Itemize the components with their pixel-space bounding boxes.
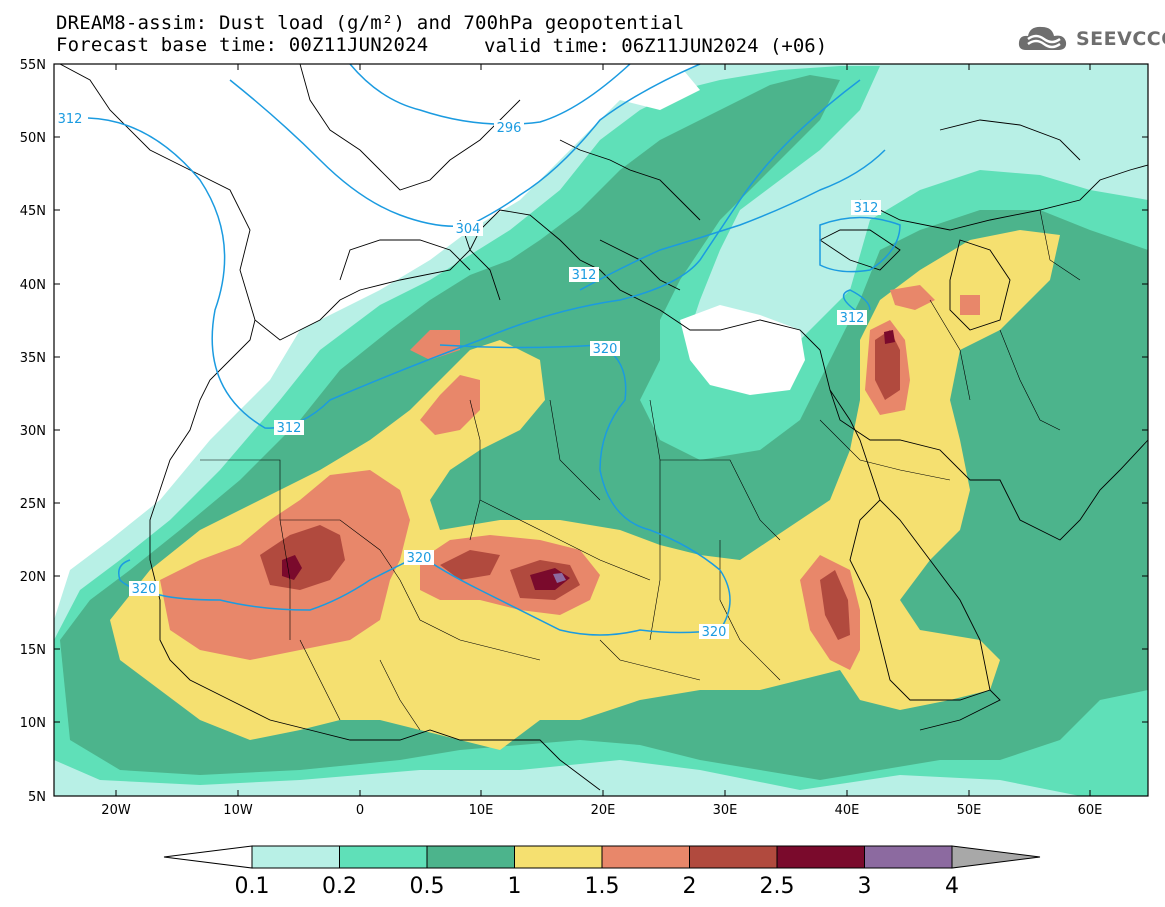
lon-label: 20W (101, 803, 131, 818)
forecast-base-time: Forecast base time: 00Z11JUN2024 (56, 34, 429, 56)
lat-label: 50N (20, 131, 46, 146)
colorbar-segment (251, 845, 340, 869)
seevccc-logo: SEEVCCC (1016, 22, 1165, 56)
contour-label: 296 (497, 121, 522, 136)
axis-ticks (54, 63, 1148, 797)
colorbar-label: 2.5 (760, 874, 795, 899)
colorbar-label: 0.5 (410, 874, 445, 899)
lat-label: 30N (20, 424, 46, 439)
colorbar-label: 1 (508, 874, 522, 899)
lat-label: 45N (20, 204, 46, 219)
contour-labels: 312 296 304 312 312 312 320 312 320 320 … (55, 111, 881, 640)
dust-level-2 (260, 525, 345, 590)
lon-label: 50E (957, 803, 982, 818)
lat-label: 25N (20, 497, 46, 512)
lat-label: 5N (28, 790, 46, 805)
contour-label: 320 (132, 582, 157, 597)
lon-label: 60E (1078, 803, 1103, 818)
colorbar-segment (426, 845, 515, 869)
contour-label: 304 (456, 222, 481, 237)
lat-label: 35N (20, 351, 46, 366)
lon-label: 10W (223, 803, 253, 818)
colorbar-overflow-triangle (951, 845, 1041, 869)
latitude-labels: 55N 50N 45N 40N 35N 30N 25N 20N 15N 10N … (20, 58, 46, 805)
map-title: DREAM8-assim: Dust load (g/m²) and 700hP… (56, 12, 685, 34)
longitude-labels: 20W 10W 0 10E 20E 30E 40E 50E 60E (101, 803, 1102, 818)
colorbar-segment (514, 845, 603, 869)
colorbar-underflow-triangle (163, 845, 253, 869)
colorbar-segment (689, 845, 778, 869)
colorbar-segment (601, 845, 690, 869)
colorbar: 0.1 0.2 0.5 1 1.5 2 2.5 3 4 (163, 845, 1041, 899)
valid-time: valid time: 06Z11JUN2024 (+06) (484, 35, 828, 57)
contour-label: 320 (702, 625, 727, 640)
lat-label: 40N (20, 278, 46, 293)
coastlines (59, 64, 1148, 791)
contour-label: 312 (840, 311, 865, 326)
country-borders (200, 209, 1081, 731)
logo-text: SEEVCCC (1076, 28, 1165, 50)
lat-label: 15N (20, 643, 46, 658)
contour-label: 320 (593, 342, 618, 357)
colorbar-segment (864, 845, 953, 869)
colorbar-segment (339, 845, 428, 869)
contour-label: 312 (572, 268, 597, 283)
lat-label: 20N (20, 570, 46, 585)
geopotential-contours (87, 64, 901, 636)
lat-label: 55N (20, 58, 46, 73)
lon-label: 0 (356, 803, 364, 818)
contour-label: 312 (58, 112, 83, 127)
colorbar-label: 0.1 (235, 874, 270, 899)
colorbar-label: 4 (945, 874, 959, 899)
contour-label: 312 (277, 421, 302, 436)
colorbar-segment (776, 845, 865, 869)
contour-label: 312 (854, 201, 879, 216)
dust-fields: 312 296 304 312 312 312 320 312 320 320 … (54, 64, 1148, 796)
colorbar-label: 0.2 (322, 874, 357, 899)
colorbar-label: 2 (683, 874, 697, 899)
colorbar-label: 1.5 (585, 874, 620, 899)
lat-label: 10N (20, 716, 46, 731)
contour-label: 320 (407, 551, 432, 566)
dust-level-3 (553, 573, 566, 583)
cloud-rain-icon (1018, 26, 1067, 50)
lon-label: 40E (835, 803, 860, 818)
lon-label: 30E (713, 803, 738, 818)
lon-label: 10E (469, 803, 494, 818)
colorbar-label: 3 (858, 874, 872, 899)
lon-label: 20E (591, 803, 616, 818)
